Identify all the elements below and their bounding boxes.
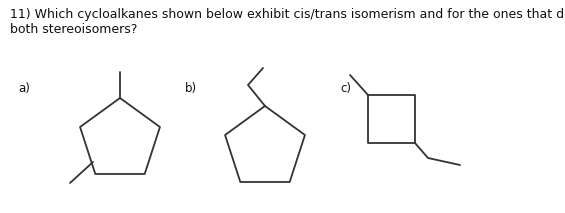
Text: b): b) (185, 82, 197, 95)
Text: a): a) (18, 82, 30, 95)
Text: c): c) (340, 82, 351, 95)
Text: 11) Which cycloalkanes shown below exhibit cis/trans isomerism and for the ones : 11) Which cycloalkanes shown below exhib… (10, 8, 565, 36)
